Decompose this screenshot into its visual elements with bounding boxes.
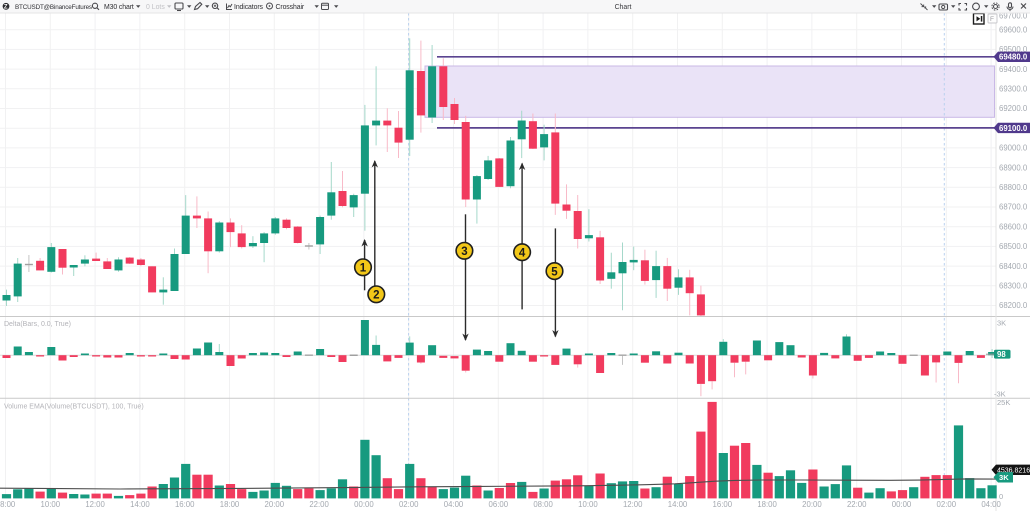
svg-text:Indicators: Indicators <box>234 4 264 11</box>
svg-text:3: 3 <box>461 246 467 258</box>
svg-text:68600.0: 68600.0 <box>999 222 1028 231</box>
svg-text:3K: 3K <box>999 473 1009 482</box>
svg-text:18:00: 18:00 <box>220 500 240 509</box>
svg-text:14:00: 14:00 <box>668 500 688 509</box>
svg-text:BTCUSDT@BinanceFutures: BTCUSDT@BinanceFutures <box>15 4 92 11</box>
svg-text:69480.0: 69480.0 <box>999 53 1028 62</box>
svg-text:22:00: 22:00 <box>309 500 329 509</box>
svg-text:69300.0: 69300.0 <box>999 85 1028 94</box>
svg-text:98: 98 <box>997 350 1006 359</box>
svg-text:4536.8216: 4536.8216 <box>997 468 1030 475</box>
svg-text:69400.0: 69400.0 <box>999 65 1028 74</box>
svg-text:02:00: 02:00 <box>937 500 957 509</box>
svg-text:69700.0: 69700.0 <box>999 12 1028 21</box>
svg-text:12:00: 12:00 <box>85 500 105 509</box>
svg-text:10:00: 10:00 <box>41 500 61 509</box>
svg-text:Crosshair: Crosshair <box>276 4 305 11</box>
svg-text:16:00: 16:00 <box>713 500 733 509</box>
svg-text:00:00: 00:00 <box>892 500 912 509</box>
svg-text:68700.0: 68700.0 <box>999 203 1028 212</box>
svg-text:68500.0: 68500.0 <box>999 242 1028 251</box>
svg-text:18:00: 18:00 <box>757 500 777 509</box>
svg-text:20:00: 20:00 <box>802 500 822 509</box>
svg-text:Z: Z <box>4 5 8 11</box>
svg-text:Chart: Chart <box>615 4 632 11</box>
svg-text:69100.0: 69100.0 <box>999 124 1028 133</box>
svg-text:Volume EMA(Volume(BTCUSDT), 10: Volume EMA(Volume(BTCUSDT), 100, True) <box>4 404 144 411</box>
svg-text:12:00: 12:00 <box>623 500 643 509</box>
svg-text:08:00: 08:00 <box>0 500 16 509</box>
svg-text:68900.0: 68900.0 <box>999 163 1028 172</box>
svg-text:02:00: 02:00 <box>399 500 419 509</box>
svg-text:68200.0: 68200.0 <box>999 301 1028 310</box>
svg-text:1: 1 <box>360 263 367 275</box>
svg-text:69200.0: 69200.0 <box>999 104 1028 113</box>
svg-text:69000.0: 69000.0 <box>999 144 1028 153</box>
svg-text:5: 5 <box>551 266 558 278</box>
svg-text:69500.0: 69500.0 <box>999 45 1028 54</box>
svg-text:14:00: 14:00 <box>130 500 150 509</box>
svg-text:08:00: 08:00 <box>533 500 553 509</box>
svg-text:3K: 3K <box>997 319 1006 328</box>
svg-text:69600.0: 69600.0 <box>999 25 1028 34</box>
svg-text:04:00: 04:00 <box>981 500 1001 509</box>
svg-text:-3K: -3K <box>994 390 1006 399</box>
svg-text:68400.0: 68400.0 <box>999 262 1028 271</box>
svg-text:25K: 25K <box>997 398 1010 407</box>
svg-text:Delta(Bars, 0.0, True): Delta(Bars, 0.0, True) <box>4 321 71 328</box>
svg-text:20:00: 20:00 <box>265 500 285 509</box>
svg-text:10:00: 10:00 <box>578 500 598 509</box>
svg-text:06:00: 06:00 <box>489 500 509 509</box>
svg-text:16:00: 16:00 <box>175 500 195 509</box>
svg-text:0 Lots: 0 Lots <box>146 4 165 11</box>
svg-text:F: F <box>990 16 994 23</box>
svg-text:00:00: 00:00 <box>354 500 374 509</box>
svg-text:M30 chart: M30 chart <box>104 4 134 11</box>
svg-text:0: 0 <box>999 492 1003 501</box>
svg-text:22:00: 22:00 <box>847 500 867 509</box>
svg-text:68800.0: 68800.0 <box>999 183 1028 192</box>
svg-text:04:00: 04:00 <box>444 500 464 509</box>
svg-text:2: 2 <box>373 290 379 302</box>
svg-text:4: 4 <box>519 247 526 259</box>
svg-text:68300.0: 68300.0 <box>999 282 1028 291</box>
